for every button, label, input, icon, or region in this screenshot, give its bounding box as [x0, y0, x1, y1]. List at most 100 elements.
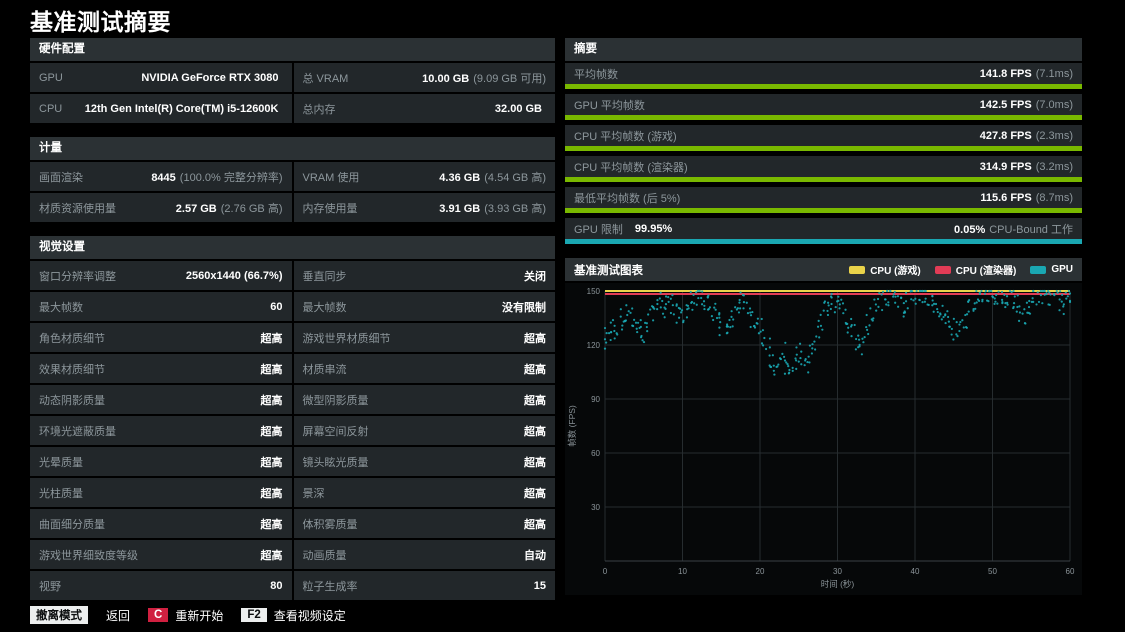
ms-note: (3.2ms) [1035, 160, 1073, 173]
setting-cell: 游戏世界材质细节 超高 [293, 323, 555, 352]
settings-row: 光柱质量 超高 景深 超高 [30, 478, 555, 507]
field-value-main: 2.57 GB [175, 202, 217, 215]
ms-note: (7.1ms) [1035, 67, 1073, 80]
legend-label: GPU [1051, 264, 1073, 275]
setting-cell: 屏幕空间反射 超高 [293, 416, 555, 445]
progress-track [565, 208, 1082, 213]
setting-label: 环境光遮蔽质量 [39, 425, 116, 438]
summary-label: 最低平均帧数 (后 5%) [574, 192, 681, 205]
summary-item: CPU 平均帧数 (游戏) 427.8 FPS (2.3ms) [565, 125, 1082, 151]
fps-value: 141.8 FPS [979, 67, 1032, 80]
ms-note: (8.7ms) [1035, 191, 1073, 204]
setting-value: 2560x1440 (66.7%) [185, 269, 283, 282]
setting-value: 超高 [260, 518, 283, 531]
legend-label: CPU (游戏) [870, 266, 921, 277]
cpu-render-swatch-icon [934, 265, 951, 274]
field-value-note: (100.0% 完整分辨率) [179, 171, 283, 184]
field-value-note: (4.54 GB 高) [484, 171, 546, 184]
chart-legend: CPU (游戏) CPU (渲染器) GPU [849, 262, 1073, 277]
back-button[interactable]: 返回 [106, 607, 130, 624]
setting-label: 视野 [39, 580, 61, 593]
summary-label: CPU 平均帧数 (渲染器) [574, 161, 688, 174]
setting-value: 超高 [260, 425, 283, 438]
setting-label: 最大帧数 [302, 301, 347, 314]
setting-cell: 景深 超高 [293, 478, 555, 507]
setting-value: 超高 [524, 518, 546, 531]
setting-value: 60 [270, 300, 283, 313]
setting-label: 游戏世界材质细节 [302, 332, 391, 345]
gpu-limit-item: GPU 限制 99.95% 0.05% CPU-Bound 工作 [565, 218, 1082, 244]
svg-text:90: 90 [591, 395, 600, 404]
settings-row: 效果材质细节 超高 材质串流 超高 [30, 354, 555, 383]
gpu-swatch-icon [1030, 265, 1047, 274]
setting-value: 超高 [260, 456, 283, 469]
setting-cell: 微型阴影质量 超高 [293, 385, 555, 414]
summary-value: 427.8 FPS (2.3ms) [980, 130, 1073, 142]
setting-cell: 光柱质量 超高 [30, 478, 292, 507]
summary-value: 141.8 FPS (7.1ms) [980, 68, 1073, 80]
legend-item: CPU (渲染器) [934, 262, 1016, 277]
setting-label: 窗口分辨率调整 [39, 270, 116, 283]
cpu-cell: CPU 12th Gen Intel(R) Core(TM) i5-12600K [30, 94, 292, 123]
summary-label: 平均帧数 [574, 68, 618, 81]
back-label: 返回 [106, 608, 131, 623]
setting-label: 动态阴影质量 [39, 394, 105, 407]
field-label: 总内存 [302, 103, 336, 116]
setting-cell: 粒子生成率 15 [293, 571, 555, 600]
table-row: 材质资源使用量 2.57 GB (2.76 GB 高) 内存使用量 3.91 GB… [30, 193, 555, 222]
summary-row: 最低平均帧数 (后 5%) 115.6 FPS (8.7ms) [565, 187, 1082, 208]
chart-section-title: 基准测试图表 [574, 264, 643, 277]
setting-cell: 体积雾质量 超高 [293, 509, 555, 538]
setting-value: 超高 [524, 394, 546, 407]
progress-bar [565, 84, 1082, 89]
total-vram-cell: 总 VRAM 10.00 GB (9.09 GB 可用) [293, 63, 555, 92]
field-value-main: 32.00 GB [494, 102, 542, 115]
vram-usage-cell: VRAM 使用 4.36 GB (4.54 GB 高) [293, 162, 555, 191]
video-settings-button[interactable]: F2 查看视频设定 [241, 607, 346, 624]
setting-value: 超高 [260, 394, 283, 407]
summary-panel: 摘要 平均帧数 141.8 FPS (7.1ms) GPU 平均帧数 142.5 … [565, 38, 1082, 244]
setting-value: 自动 [524, 549, 546, 562]
gpu-limit-value: 99.95% [634, 222, 673, 235]
setting-label: 微型阴影质量 [302, 394, 369, 407]
summary-item: 平均帧数 141.8 FPS (7.1ms) [565, 63, 1082, 89]
field-value: 32.00 GB [495, 103, 546, 115]
field-value-note: (3.93 GB 高) [484, 202, 546, 215]
setting-value: 超高 [260, 363, 283, 376]
setting-cell: 光晕质量 超高 [30, 447, 292, 476]
cpu-bound-value: 0.05% [954, 223, 986, 236]
setting-label: 最大帧数 [39, 301, 83, 314]
table-row: GPU NVIDIA GeForce RTX 3080 总 VRAM 10.00… [30, 63, 555, 92]
setting-cell: 角色材质细节 超高 [30, 323, 292, 352]
memory-usage-cell: 内存使用量 3.91 GB (3.93 GB 高) [293, 193, 555, 222]
summary-row: GPU 平均帧数 142.5 FPS (7.0ms) [565, 94, 1082, 115]
restart-label: 重新开始 [175, 608, 224, 623]
fps-value: 427.8 FPS [979, 129, 1032, 142]
restart-button[interactable]: C 重新开始 [148, 607, 223, 624]
setting-value: 关闭 [524, 270, 546, 283]
gpu-cell: GPU NVIDIA GeForce RTX 3080 [30, 63, 292, 92]
field-value: 4.36 GB (4.54 GB 高) [439, 169, 546, 185]
svg-text:20: 20 [756, 567, 765, 576]
field-value: NVIDIA GeForce RTX 3080 [141, 72, 282, 84]
setting-cell: 镜头眩光质量 超高 [293, 447, 555, 476]
settings-row: 光晕质量 超高 镜头眩光质量 超高 [30, 447, 555, 476]
metrics-section-title: 计量 [30, 137, 555, 160]
setting-value: 15 [533, 579, 546, 592]
visual-section-title: 视觉设置 [30, 236, 555, 259]
setting-cell: 游戏世界细致度等级 超高 [30, 540, 292, 569]
field-value-main: 12th Gen Intel(R) Core(TM) i5-12600K [84, 102, 279, 115]
settings-row: 环境光遮蔽质量 超高 屏幕空间反射 超高 [30, 416, 555, 445]
svg-text:30: 30 [833, 567, 842, 576]
summary-value: 314.9 FPS (3.2ms) [980, 161, 1073, 173]
fps-value: 314.9 FPS [979, 160, 1032, 173]
setting-cell: 环境光遮蔽质量 超高 [30, 416, 292, 445]
progress-bar [565, 177, 1082, 182]
setting-label: 曲面细分质量 [39, 518, 105, 531]
setting-cell: 视野 80 [30, 571, 292, 600]
setting-label: 动画质量 [302, 549, 347, 562]
texture-usage-cell: 材质资源使用量 2.57 GB (2.76 GB 高) [30, 193, 292, 222]
field-value: 12th Gen Intel(R) Core(TM) i5-12600K [85, 103, 283, 115]
svg-text:60: 60 [1066, 567, 1075, 576]
